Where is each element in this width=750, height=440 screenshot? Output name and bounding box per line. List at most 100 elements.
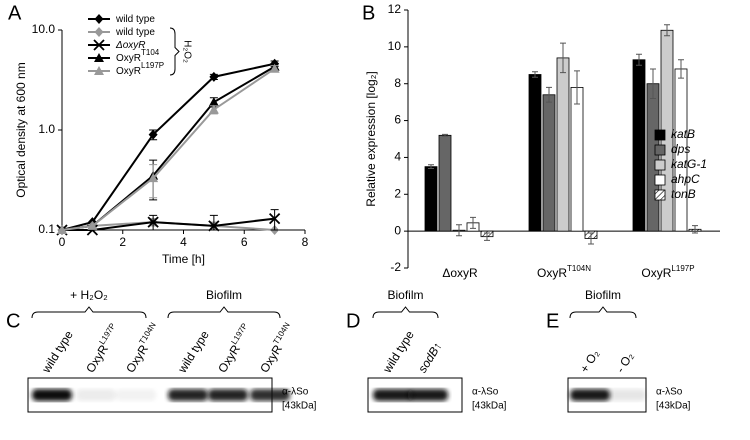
lane-label: wild type xyxy=(39,328,76,376)
x-tick-label: 8 xyxy=(302,235,309,249)
marker xyxy=(57,225,67,234)
marker xyxy=(209,71,219,82)
lane-label: OxyRT104N xyxy=(122,321,164,376)
group-label: Biofilm xyxy=(585,288,621,302)
y-tick-label: 10 xyxy=(388,39,402,53)
y-tick-label: 4 xyxy=(394,150,401,164)
band xyxy=(168,389,208,401)
y-tick-label: 0 xyxy=(394,223,401,237)
marker xyxy=(208,97,219,107)
x-tick-label: 4 xyxy=(180,235,187,249)
bar xyxy=(438,134,452,232)
size-label: [43kDa] xyxy=(282,401,317,412)
y-axis-label: Relative expression [log₂] xyxy=(364,71,378,206)
group-label: Biofilm xyxy=(387,288,423,302)
x-tick-label-sup: T104N xyxy=(567,264,591,273)
x-tick-label: OxyRL197P xyxy=(641,264,694,280)
lane-label: - O₂ xyxy=(613,349,636,375)
bar xyxy=(528,74,542,232)
legend-label: katB xyxy=(671,127,695,141)
antibody-label: α-λSo xyxy=(472,387,499,398)
bar xyxy=(424,166,438,232)
legend-marker xyxy=(94,66,104,75)
lane-label-sup: L197P xyxy=(230,322,250,346)
marker xyxy=(269,63,280,73)
group-label: Biofilm xyxy=(206,288,242,302)
band xyxy=(408,389,448,401)
x-tick-label-main: OxyR xyxy=(641,266,671,280)
band xyxy=(116,389,156,401)
y-tick-label: 10.0 xyxy=(32,22,56,36)
band xyxy=(606,389,646,401)
legend-marker xyxy=(93,39,105,51)
legend-label: OxyRL197P xyxy=(116,61,164,77)
lane-label: sodB↑ xyxy=(415,340,445,376)
y-tick-label: 2 xyxy=(394,186,401,200)
error-bar xyxy=(456,224,462,237)
legend-label: wild type xyxy=(115,27,155,38)
lane-label-main: OxyR xyxy=(257,342,285,375)
lane-label: OxyRT104N xyxy=(256,321,298,376)
legend-label-sup: L197P xyxy=(141,61,164,70)
lane-label: OxyRL197P xyxy=(82,322,124,376)
y-axis-label: Optical density at 600 nm xyxy=(14,62,28,197)
size-label: [43kDa] xyxy=(656,401,691,412)
lane-label: OxyRL197P xyxy=(214,322,256,376)
line xyxy=(61,62,275,231)
bar xyxy=(632,59,646,232)
lane-label-main: OxyR xyxy=(83,342,111,375)
error-bar xyxy=(546,86,552,103)
legend-label: ahpC xyxy=(671,172,700,186)
x-tick-label: 6 xyxy=(241,235,248,249)
group-brace xyxy=(372,306,439,319)
lane-label-sup: T104N xyxy=(272,321,292,346)
x-tick-label: 2 xyxy=(119,235,126,249)
group-brace xyxy=(167,306,281,319)
lane-label: + O₂ xyxy=(577,347,602,375)
legend-label-main: OxyR xyxy=(116,53,141,64)
lane-label-sup: L197P xyxy=(98,322,118,346)
legend-swatch xyxy=(654,159,666,171)
band xyxy=(373,389,413,401)
x-tick-label-main: ΔoxyR xyxy=(442,266,478,280)
bar xyxy=(570,87,584,232)
line xyxy=(61,67,276,231)
error-bar xyxy=(636,53,642,66)
legend-label-main: OxyR xyxy=(116,66,141,77)
error-bar xyxy=(470,216,476,229)
size-label: [43kDa] xyxy=(472,401,507,412)
error-bar xyxy=(650,68,656,99)
legend-label-sup: T104 xyxy=(141,48,160,57)
band xyxy=(208,389,248,401)
bar xyxy=(542,94,556,232)
panel-letter: A xyxy=(8,2,22,24)
error-bar xyxy=(532,71,538,78)
marker xyxy=(148,129,158,140)
lane-label-main: sodB↑ xyxy=(415,340,445,376)
panel-letter: C xyxy=(6,310,20,332)
lane-label: wild type xyxy=(175,328,212,376)
lane-label: wild type xyxy=(380,328,417,376)
legend-label: wild type xyxy=(115,14,155,25)
lane-label-main: wild type xyxy=(175,328,212,376)
group-brace xyxy=(569,306,637,319)
legend-brace xyxy=(169,27,180,76)
band xyxy=(250,389,290,401)
lane-label-main: wild type xyxy=(39,328,76,376)
legend-swatch xyxy=(654,174,666,186)
legend-brace-label: H₂O₂ xyxy=(181,40,192,63)
marker xyxy=(148,173,159,183)
x-tick-label: ΔoxyR xyxy=(442,266,478,280)
x-tick-label: 0 xyxy=(59,235,66,249)
panel-letter: B xyxy=(362,2,375,24)
legend-label: katG-1 xyxy=(671,157,707,171)
lane-label-main: + O₂ xyxy=(577,347,602,375)
error-bar xyxy=(574,70,580,105)
error-bar xyxy=(560,42,566,74)
panel-letter: D xyxy=(346,310,360,332)
antibody-label: α-λSo xyxy=(656,387,683,398)
legend-label-main: ΔoxyR xyxy=(115,40,146,51)
band xyxy=(32,389,72,401)
bar xyxy=(646,83,660,232)
